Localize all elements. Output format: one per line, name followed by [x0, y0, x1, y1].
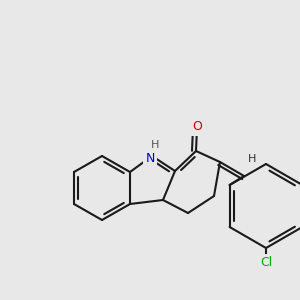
Text: O: O	[192, 121, 202, 134]
Text: H: H	[248, 154, 256, 164]
Text: H: H	[151, 140, 159, 150]
Text: Cl: Cl	[260, 256, 272, 269]
Text: N: N	[145, 152, 155, 164]
